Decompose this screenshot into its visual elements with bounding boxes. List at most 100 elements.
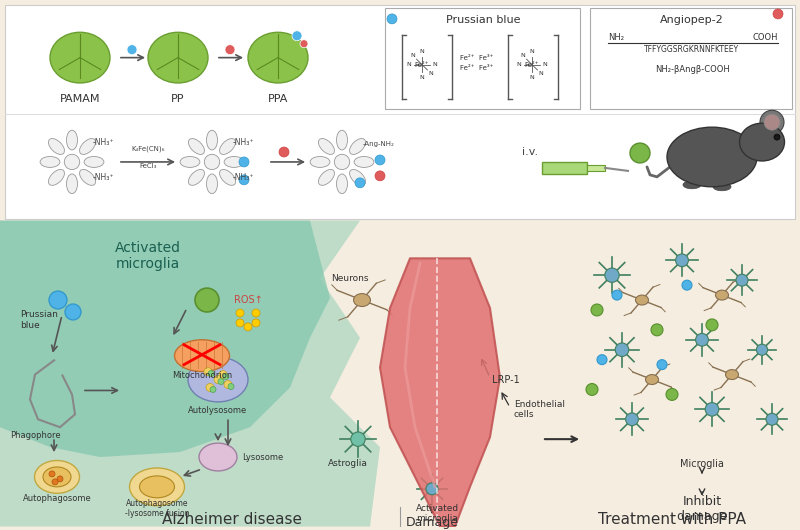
Circle shape xyxy=(736,274,748,286)
Text: N: N xyxy=(538,71,543,76)
Circle shape xyxy=(65,304,81,320)
Text: N: N xyxy=(542,62,547,67)
Circle shape xyxy=(773,9,783,19)
Circle shape xyxy=(375,155,385,165)
Ellipse shape xyxy=(354,294,370,306)
Circle shape xyxy=(236,309,244,317)
Circle shape xyxy=(696,333,709,346)
Circle shape xyxy=(605,268,619,282)
Ellipse shape xyxy=(180,156,200,167)
Bar xyxy=(385,8,580,109)
Text: N: N xyxy=(433,62,438,67)
Circle shape xyxy=(49,291,67,309)
Circle shape xyxy=(195,288,219,312)
Ellipse shape xyxy=(337,174,347,193)
Text: N: N xyxy=(410,53,415,58)
Ellipse shape xyxy=(188,357,248,402)
Ellipse shape xyxy=(219,170,235,185)
Bar xyxy=(542,162,587,174)
Circle shape xyxy=(223,374,229,379)
Bar xyxy=(0,220,800,527)
Circle shape xyxy=(300,40,308,48)
Text: Fe²⁺: Fe²⁺ xyxy=(414,61,430,68)
Text: -NH₃⁺: -NH₃⁺ xyxy=(233,138,254,147)
Circle shape xyxy=(626,413,638,426)
Text: LRP-1: LRP-1 xyxy=(492,375,520,385)
Text: Lysosome: Lysosome xyxy=(242,453,283,462)
Ellipse shape xyxy=(715,290,729,300)
Circle shape xyxy=(586,384,598,395)
Text: Endothelial
cells: Endothelial cells xyxy=(514,400,565,419)
Ellipse shape xyxy=(248,32,308,83)
Text: N: N xyxy=(517,62,522,67)
Text: Prussian
blue: Prussian blue xyxy=(20,310,58,330)
Circle shape xyxy=(204,368,212,376)
Text: ROS↑: ROS↑ xyxy=(234,295,262,305)
Ellipse shape xyxy=(318,170,334,185)
Text: Phagophore: Phagophore xyxy=(10,431,60,440)
Ellipse shape xyxy=(79,170,95,185)
Text: Autophagosome
-lysosome fusion: Autophagosome -lysosome fusion xyxy=(125,499,190,518)
Ellipse shape xyxy=(206,130,218,150)
Circle shape xyxy=(350,432,366,446)
Text: Mitochondrion: Mitochondrion xyxy=(172,371,232,380)
Ellipse shape xyxy=(354,156,374,167)
Circle shape xyxy=(218,378,224,384)
Text: Fe²⁺  Fe³⁺: Fe²⁺ Fe³⁺ xyxy=(460,65,494,70)
Text: i.v.: i.v. xyxy=(522,147,538,157)
Text: N: N xyxy=(420,49,424,54)
Ellipse shape xyxy=(199,443,237,471)
Circle shape xyxy=(355,178,365,188)
Ellipse shape xyxy=(219,138,235,154)
Text: Inhibit
damage: Inhibit damage xyxy=(676,494,728,523)
Ellipse shape xyxy=(189,170,205,185)
Circle shape xyxy=(228,384,234,390)
Circle shape xyxy=(760,110,784,134)
Ellipse shape xyxy=(49,170,65,185)
Text: Prussian blue: Prussian blue xyxy=(446,15,520,25)
Circle shape xyxy=(224,381,232,388)
Circle shape xyxy=(615,343,629,357)
Ellipse shape xyxy=(189,138,205,154)
Text: -Ang-NH₂: -Ang-NH₂ xyxy=(363,141,395,147)
Ellipse shape xyxy=(43,467,71,487)
Circle shape xyxy=(64,154,80,170)
Circle shape xyxy=(375,171,385,181)
Circle shape xyxy=(334,154,350,170)
Polygon shape xyxy=(380,258,500,527)
Ellipse shape xyxy=(139,476,174,498)
Circle shape xyxy=(210,386,216,392)
Bar xyxy=(5,5,795,218)
Circle shape xyxy=(706,319,718,331)
Text: Autophagosome: Autophagosome xyxy=(22,494,91,503)
Circle shape xyxy=(757,344,768,355)
Text: Alzheimer disease: Alzheimer disease xyxy=(162,512,302,527)
Ellipse shape xyxy=(318,138,334,154)
Text: Damage: Damage xyxy=(406,516,458,529)
Text: N: N xyxy=(406,62,411,67)
Circle shape xyxy=(651,324,663,336)
Ellipse shape xyxy=(350,170,366,185)
Polygon shape xyxy=(0,220,380,527)
Circle shape xyxy=(426,483,438,495)
Circle shape xyxy=(236,319,244,327)
Text: COOH: COOH xyxy=(753,33,778,42)
Ellipse shape xyxy=(174,340,230,372)
Circle shape xyxy=(774,134,780,140)
Text: Fe²⁺  Fe³⁺: Fe²⁺ Fe³⁺ xyxy=(460,55,494,60)
Circle shape xyxy=(666,388,678,400)
Text: N: N xyxy=(530,49,534,54)
Text: Autolysosome: Autolysosome xyxy=(188,406,248,415)
Ellipse shape xyxy=(667,127,757,187)
Circle shape xyxy=(387,14,397,24)
Text: Angiopep-2: Angiopep-2 xyxy=(660,15,724,25)
Text: Treatment with PPA: Treatment with PPA xyxy=(598,512,746,527)
Text: PAMAM: PAMAM xyxy=(60,94,100,104)
Ellipse shape xyxy=(130,468,185,506)
Text: NH₂: NH₂ xyxy=(608,33,624,42)
Ellipse shape xyxy=(66,130,78,150)
Text: FeCl₃: FeCl₃ xyxy=(139,163,157,169)
Text: N: N xyxy=(521,53,526,58)
Text: Neurons: Neurons xyxy=(331,273,369,282)
Circle shape xyxy=(764,114,780,130)
